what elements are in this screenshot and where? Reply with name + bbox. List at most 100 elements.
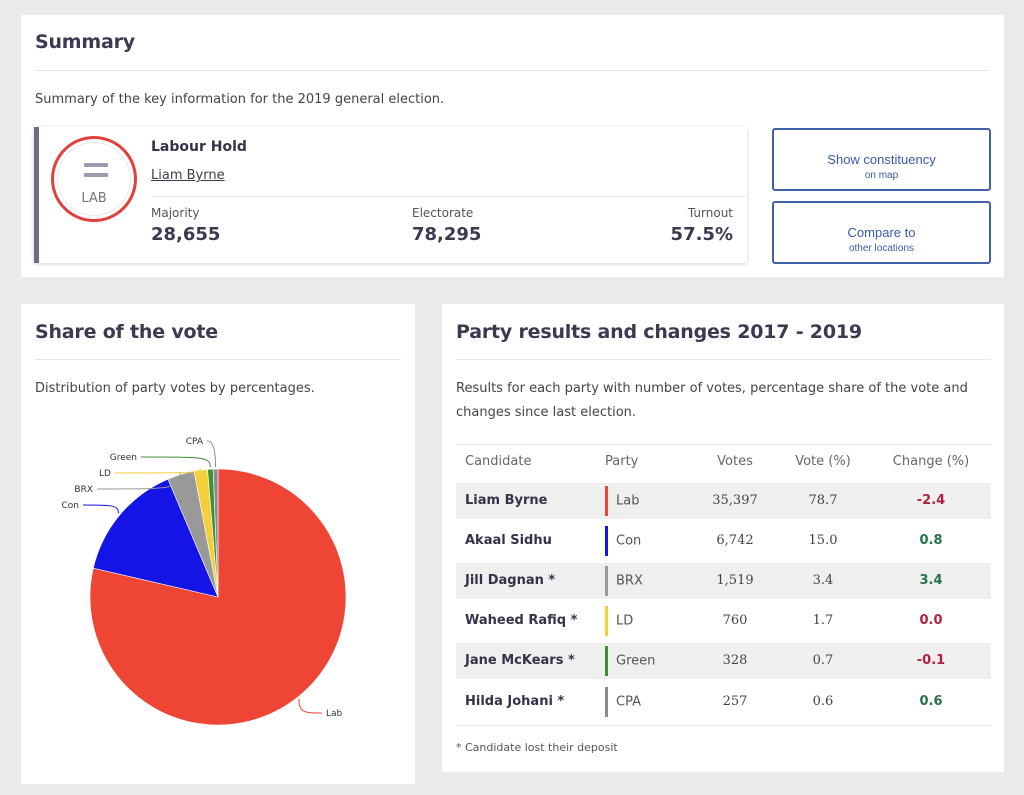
party-color-bar [605, 645, 608, 676]
pie-slice-con[interactable] [92, 478, 219, 598]
show-constituency-sublabel: on map [864, 169, 899, 181]
party-color-bar [605, 565, 608, 596]
summary-title: Summary [35, 31, 135, 53]
leader-line-con [82, 504, 119, 514]
party-color-bar [605, 686, 608, 717]
table-row: Hilda Johani * CPA 257 0.6 0.6 [456, 678, 991, 721]
vote-pct-cell: 78.7 [775, 478, 871, 521]
col-party: Party [605, 444, 695, 481]
leader-line-cpa [206, 440, 217, 468]
vote-pct-cell: 15.0 [775, 518, 871, 561]
pie-label-cpa: CPA [186, 437, 204, 447]
results-title: Party results and changes 2017 - 2019 [456, 321, 862, 343]
party-abbr: LAB [81, 191, 107, 206]
share-title: Share of the vote [35, 321, 218, 343]
party-cell: LD [605, 598, 695, 641]
party-cell: BRX [605, 558, 695, 601]
party-cell: Green [605, 638, 695, 681]
vote-pct-cell: 3.4 [775, 558, 871, 601]
change-cell: 0.0 [871, 598, 991, 641]
majority-stat: Majority 28,655 [151, 206, 220, 245]
votes-cell: 760 [695, 598, 775, 641]
pie-slice-cpa[interactable] [212, 468, 219, 598]
votes-cell: 6,742 [695, 518, 775, 561]
share-description: Distribution of party votes by percentag… [35, 381, 315, 396]
party-cell: Con [605, 518, 695, 561]
share-card: Share of the vote Distribution of party … [21, 304, 415, 784]
compare-locations-button[interactable]: Compare to other locations [772, 201, 991, 264]
party-name: Con [616, 533, 642, 548]
electorate-label: Electorate [412, 206, 474, 220]
votes-cell: 257 [695, 678, 775, 721]
summary-card: Summary Summary of the key information f… [21, 15, 1004, 277]
votes-cell: 328 [695, 638, 775, 681]
divider [35, 359, 401, 360]
pie-slice-lab[interactable] [89, 468, 347, 726]
votes-cell: 35,397 [695, 478, 775, 521]
compare-label: Compare to [847, 224, 916, 240]
turnout-value: 57.5% [670, 224, 733, 245]
candidate-name: Jane McKears * [456, 638, 605, 681]
votes-cell: 1,519 [695, 558, 775, 601]
party-color-bar [605, 525, 608, 556]
vote-share-pie-chart: Lab Con BRX LD Green CPA [62, 437, 347, 726]
divider [456, 359, 991, 360]
majority-value: 28,655 [151, 224, 221, 245]
table-row: Waheed Rafiq * LD 760 1.7 0.0 [456, 598, 991, 641]
divider [35, 70, 990, 71]
table-row: Jill Dagnan * BRX 1,519 3.4 3.4 [456, 558, 991, 601]
leader-line-lab [298, 698, 323, 714]
party-name: Lab [616, 493, 640, 508]
pie-label-con: Con [62, 501, 80, 511]
vote-pct-cell: 1.7 [775, 598, 871, 641]
footnote: * Candidate lost their deposit [456, 741, 618, 754]
party-cell: Lab [605, 478, 695, 521]
pie-label-brx: BRX [74, 485, 93, 495]
change-cell: -0.1 [871, 638, 991, 681]
leader-line-green [140, 456, 211, 468]
party-color-bar [605, 485, 608, 516]
party-name: Green [616, 653, 656, 668]
party-color-bar [605, 605, 608, 636]
majority-label: Majority [151, 206, 200, 220]
divider [151, 196, 747, 197]
col-candidate: Candidate [456, 444, 605, 481]
change-cell: 3.4 [871, 558, 991, 601]
pie-label-lab: Lab [326, 709, 343, 719]
candidate-name: Hilda Johani * [456, 678, 605, 721]
compare-sublabel: other locations [848, 242, 915, 254]
party-name: CPA [616, 694, 641, 709]
results-description: Results for each party with number of vo… [456, 381, 968, 420]
party-name: BRX [616, 573, 643, 588]
hold-icon [84, 163, 108, 179]
table-row: Jane McKears * Green 328 0.7 -0.1 [456, 638, 991, 681]
table-row: Liam Byrne Lab 35,397 78.7 -2.4 [456, 478, 991, 521]
candidate-name: Waheed Rafiq * [456, 598, 605, 641]
vote-pct-cell: 0.6 [775, 678, 871, 721]
candidate-name: Akaal Sidhu [456, 518, 605, 561]
col-change: Change (%) [871, 444, 991, 481]
change-cell: -2.4 [871, 478, 991, 521]
show-constituency-button[interactable]: Show constituency on map [772, 128, 991, 191]
vote-pct-cell: 0.7 [775, 638, 871, 681]
turnout-label: Turnout [687, 206, 733, 220]
results-table: Candidate Party Votes Vote (%) Change (%… [456, 444, 991, 721]
winner-link[interactable]: Liam Byrne [151, 168, 225, 183]
result-panel: LAB Labour Hold Liam Byrne Majority 28,6… [34, 127, 747, 263]
party-name: LD [616, 613, 634, 628]
leader-line-ld [114, 468, 202, 474]
col-votes: Votes [695, 444, 775, 481]
party-badge: LAB [51, 136, 137, 222]
pie-label-green: Green [110, 453, 137, 463]
pie-label-ld: LD [99, 469, 111, 479]
turnout-stat: Turnout 57.5% [671, 206, 733, 245]
divider [456, 725, 991, 726]
electorate-stat: Electorate 78,295 [412, 206, 481, 245]
results-card: Party results and changes 2017 - 2019 Re… [442, 304, 1004, 772]
candidate-name: Liam Byrne [456, 478, 605, 521]
party-cell: CPA [605, 678, 695, 721]
table-header-row: Candidate Party Votes Vote (%) Change (%… [456, 444, 991, 481]
candidate-name: Jill Dagnan * [456, 558, 605, 601]
summary-description: Summary of the key information for the 2… [35, 92, 445, 107]
leader-line-brx [96, 472, 181, 490]
